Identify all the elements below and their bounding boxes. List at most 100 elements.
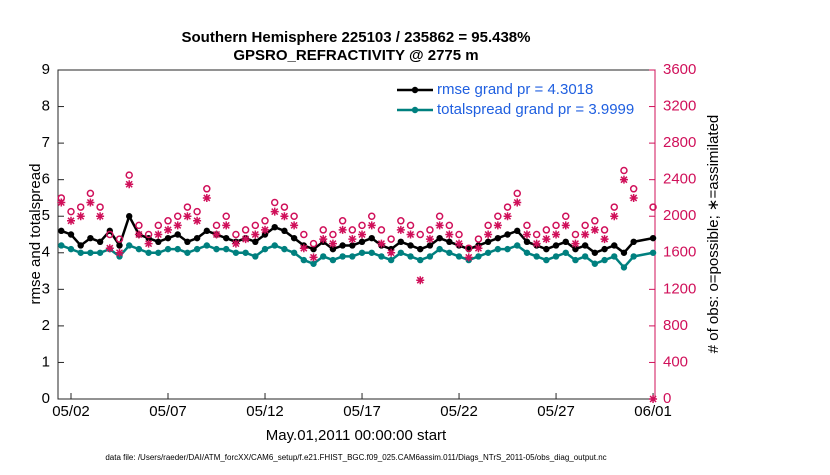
obs-assimilated: [319, 235, 328, 244]
point: [339, 242, 346, 249]
obs-assimilated: [270, 207, 279, 216]
point: [572, 245, 579, 253]
point: [252, 238, 259, 246]
point: [387, 256, 395, 264]
point: [126, 213, 133, 220]
point: [436, 234, 443, 242]
obs-assimilated: [134, 230, 143, 239]
legend-marker: [411, 86, 419, 94]
point: [329, 245, 337, 253]
y-tick-label: 6: [42, 171, 50, 188]
point: [475, 253, 482, 260]
point: [116, 242, 123, 249]
obs-possible: [251, 221, 260, 230]
obs-assimilated: [503, 212, 512, 221]
point: [135, 245, 143, 253]
obs-possible: [445, 221, 454, 230]
obs-possible: [193, 207, 201, 216]
obs-assimilated: [445, 230, 454, 239]
point: [320, 253, 327, 260]
obs-assimilated: [309, 253, 318, 262]
y2-tick-label: 400: [663, 353, 688, 370]
point: [436, 245, 443, 253]
point: [87, 249, 94, 256]
point: [252, 253, 259, 260]
obs-possible: [106, 230, 114, 239]
y-tick-label: 0: [42, 390, 50, 407]
obs-assimilated: [212, 230, 221, 239]
footnote: data file: /Users/raeder/DAI/ATM_forcXX/…: [105, 453, 606, 462]
y2-tick-label: 2400: [663, 171, 696, 188]
obs-assimilated: [367, 221, 376, 230]
obs-assimilated: [387, 248, 396, 257]
point: [397, 249, 405, 256]
obs-assimilated: [561, 221, 570, 230]
y-tick-label: 8: [42, 98, 50, 115]
point: [407, 242, 414, 249]
obs-possible: [67, 207, 75, 216]
obs-possible: [212, 221, 221, 230]
point: [562, 238, 569, 246]
point: [96, 238, 104, 246]
obs-possible: [474, 235, 483, 243]
obs-assimilated: [193, 216, 202, 225]
point: [630, 238, 637, 246]
obs-possible: [513, 189, 521, 198]
obs-assimilated: [76, 212, 85, 221]
point: [126, 242, 133, 249]
y-axis-label: rmse and totalspread: [27, 164, 44, 305]
obs-possible: [532, 230, 541, 239]
point: [562, 249, 569, 256]
obs-possible: [96, 203, 104, 211]
obs-possible: [280, 203, 289, 211]
point: [494, 234, 502, 242]
point: [591, 249, 599, 256]
point: [271, 223, 278, 231]
obs-possible: [600, 226, 609, 234]
obs-assimilated: [173, 221, 182, 230]
legend-box: [393, 76, 648, 124]
obs-possible: [426, 226, 434, 234]
point: [164, 234, 172, 242]
point: [368, 249, 375, 256]
obs-possible: [503, 203, 512, 211]
point: [620, 264, 628, 271]
point: [358, 238, 366, 246]
obs-assimilated: [610, 212, 619, 221]
point: [96, 249, 104, 256]
obs-possible: [86, 189, 95, 198]
obs-assimilated: [338, 225, 347, 234]
point: [213, 245, 220, 253]
obs-possible: [494, 212, 502, 220]
obs-assimilated: [280, 212, 289, 221]
obs-possible: [406, 221, 415, 230]
obs-assimilated: [183, 212, 192, 221]
obs-assimilated: [144, 239, 153, 248]
point: [232, 249, 240, 256]
obs-possible: [367, 212, 376, 220]
obs-possible: [329, 230, 337, 239]
y2-tick-label: 3200: [663, 98, 696, 115]
y2-tick-label: 1600: [663, 244, 696, 261]
obs-assimilated: [532, 239, 541, 248]
legend-label: totalspread grand pr = 3.9999: [437, 101, 634, 118]
point: [67, 231, 75, 238]
point: [523, 238, 531, 246]
point: [649, 234, 657, 242]
x-tick-label: 05/07: [149, 403, 187, 420]
obs-assimilated: [261, 225, 270, 234]
obs-possible: [319, 226, 327, 234]
x-axis-label: May.01,2011 00:00:00 start: [266, 427, 447, 444]
obs-possible: [222, 212, 230, 220]
y2-tick-label: 1200: [663, 280, 696, 297]
obs-possible: [610, 203, 619, 211]
point: [630, 253, 637, 260]
obs-possible: [591, 217, 599, 225]
obs-possible: [552, 221, 560, 230]
obs-assimilated: [86, 198, 95, 207]
point: [417, 245, 424, 253]
point: [155, 238, 162, 246]
point: [552, 253, 560, 260]
obs-assimilated: [358, 230, 367, 239]
